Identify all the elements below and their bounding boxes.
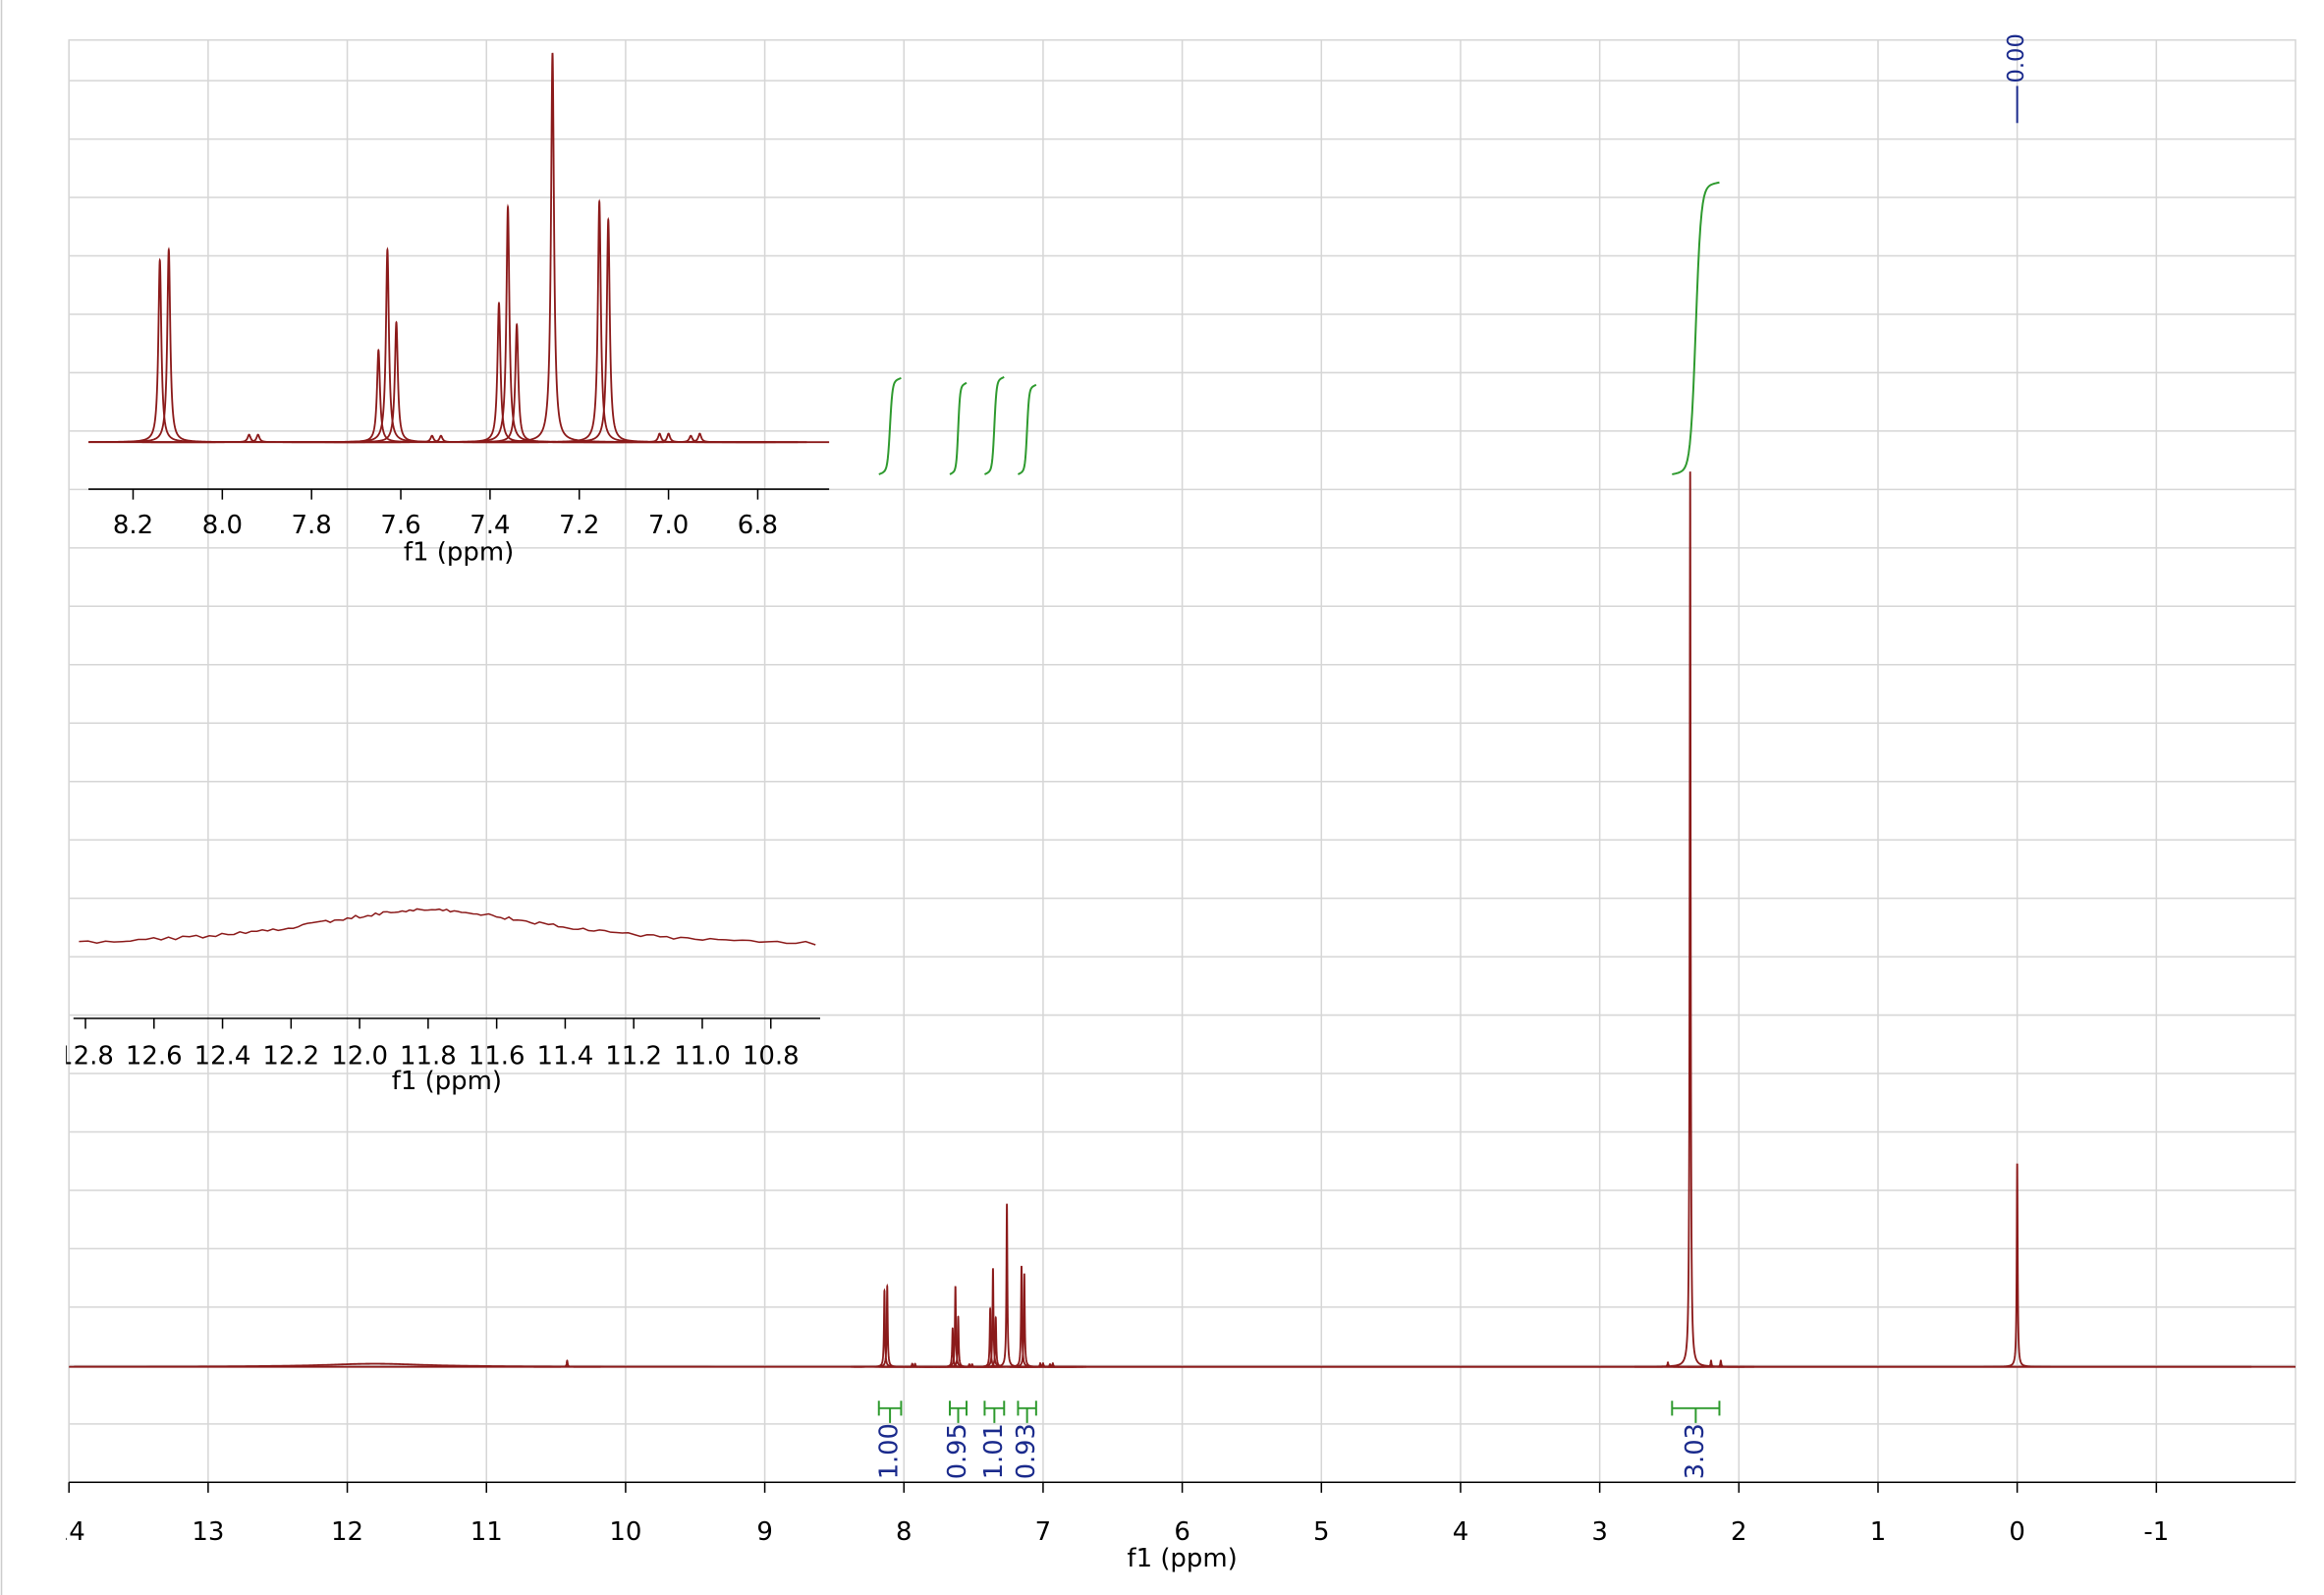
peak: [1983, 1163, 2051, 1368]
peak: [924, 1315, 992, 1368]
peak: [410, 322, 625, 444]
peak: [959, 1268, 1026, 1368]
integral-label: 0.95: [943, 1423, 972, 1479]
peak: [533, 1359, 601, 1368]
integral-curve: [984, 376, 1005, 475]
integral-bracket: [949, 1401, 968, 1423]
x-tick-label: 4: [1453, 1517, 1469, 1547]
peak: [1656, 471, 1724, 1368]
peak: [271, 348, 486, 444]
integral-bracket: [983, 1401, 1006, 1423]
x-axis-title: f1 (ppm): [392, 1067, 502, 1096]
peak: [1019, 1362, 1086, 1368]
integral-label: 1.01: [979, 1423, 1009, 1479]
integral-curve: [1017, 383, 1037, 475]
peak: [973, 1203, 1041, 1368]
x-tick-label: 9: [756, 1517, 773, 1547]
x-tick-label: 14: [53, 1517, 85, 1547]
x-tick-label: 11.8: [400, 1042, 457, 1072]
x-tick-label: 11.6: [469, 1042, 526, 1072]
integral-label: 1.00: [875, 1423, 905, 1479]
peak: [921, 1286, 989, 1368]
peak: [492, 198, 707, 444]
x-tick-label: 0: [2009, 1517, 2025, 1547]
x-tick-label: 8: [896, 1517, 913, 1547]
x-tick-label: 13: [192, 1517, 224, 1547]
x-tick-label: 12.4: [194, 1042, 251, 1072]
x-tick-label: 7.4: [470, 511, 510, 540]
peak: [990, 1273, 1058, 1368]
x-tick-label: 10.8: [743, 1042, 800, 1072]
peak: [89, 247, 276, 444]
integral-bracket: [1671, 1401, 1721, 1423]
peak: [592, 432, 807, 444]
integral-curve: [949, 381, 968, 475]
peak: [280, 247, 495, 444]
integral-label: 0.93: [1012, 1423, 1041, 1479]
integral-label: 3.03: [1681, 1423, 1710, 1479]
integral-bracket: [877, 1401, 903, 1423]
x-tick-label: 10: [609, 1517, 641, 1547]
peak: [1687, 1359, 1754, 1368]
peak: [289, 320, 504, 444]
x-tick-label: 11.2: [605, 1042, 662, 1072]
x-tick-label: 7.6: [380, 511, 420, 540]
peak: [957, 1306, 1024, 1368]
x-tick-label: 1: [1870, 1517, 1887, 1547]
x-tick-label: 6.8: [738, 511, 778, 540]
x-tick-label: 3: [1591, 1517, 1608, 1547]
x-axis-title: f1 (ppm): [1127, 1544, 1237, 1573]
peak-label: 0.00: [2004, 33, 2029, 82]
peak: [79, 908, 816, 946]
integral-bracket: [1017, 1401, 1037, 1423]
x-tick-label: 5: [1313, 1517, 1330, 1547]
x-tick-label: -1: [2143, 1517, 2169, 1547]
peak: [88, 257, 267, 444]
peak: [401, 203, 616, 444]
x-tick-label: 11.4: [537, 1042, 594, 1072]
peak: [854, 1283, 921, 1368]
plot: 14 13 12 11 10 9 8 7 6 5 4 3 2 1 0 -1f1 (ppm)1.00 0.95 1.…: [53, 33, 2296, 1573]
x-tick-label: 12.8: [57, 1042, 114, 1072]
x-tick-label: 7.8: [292, 511, 332, 540]
x-axis-title: f1 (ppm): [404, 538, 514, 568]
x-tick-label: 12.2: [262, 1042, 319, 1072]
integral-curve: [878, 376, 902, 475]
peak: [987, 1265, 1055, 1368]
x-tick-label: 8.2: [113, 511, 153, 540]
x-tick-label: 7.0: [648, 511, 689, 540]
x-tick-label: 8.0: [202, 511, 243, 540]
x-tick-label: 2: [1731, 1517, 1747, 1547]
peak: [501, 216, 716, 444]
integral-curve: [1672, 181, 1720, 475]
x-tick-label: 11: [470, 1517, 503, 1547]
x-tick-label: 11.0: [674, 1042, 731, 1072]
x-tick-label: 12.6: [126, 1042, 183, 1072]
x-tick-label: 7.2: [559, 511, 599, 540]
x-tick-label: 7: [1035, 1517, 1052, 1547]
peak: [445, 52, 660, 443]
x-tick-label: 6: [1174, 1517, 1190, 1547]
x-tick-label: 12: [331, 1517, 363, 1547]
peak: [851, 1288, 918, 1368]
x-tick-label: 12.0: [331, 1042, 388, 1072]
